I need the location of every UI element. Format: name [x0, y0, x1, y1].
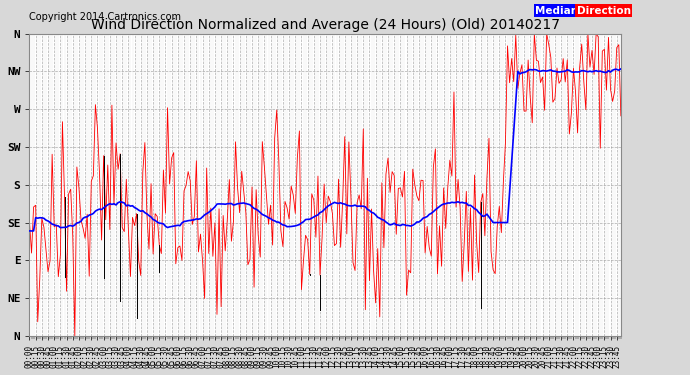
Text: Median: Median	[535, 6, 578, 16]
Text: Copyright 2014 Cartronics.com: Copyright 2014 Cartronics.com	[30, 12, 181, 21]
Title: Wind Direction Normalized and Average (24 Hours) (Old) 20140217: Wind Direction Normalized and Average (2…	[90, 18, 560, 32]
Text: Direction: Direction	[577, 6, 631, 16]
